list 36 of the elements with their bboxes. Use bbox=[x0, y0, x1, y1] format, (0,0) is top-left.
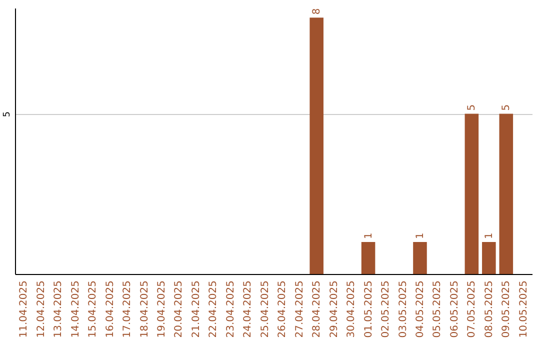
data-label: 8 bbox=[312, 8, 323, 15]
x-tick-label: 16.04.2025 bbox=[104, 280, 116, 338]
x-tick-label: 29.04.2025 bbox=[328, 280, 340, 338]
x-tick-label: 19.04.2025 bbox=[156, 280, 168, 338]
x-tick-label: 27.04.2025 bbox=[294, 280, 306, 338]
x-tick-label: 03.05.2025 bbox=[398, 280, 409, 338]
x-tick-label: 07.05.2025 bbox=[466, 280, 478, 338]
x-tick-label: 02.05.2025 bbox=[380, 280, 392, 338]
x-tick-label: 14.04.2025 bbox=[70, 280, 82, 338]
x-tick-label: 18.04.2025 bbox=[139, 280, 150, 338]
x-tick-label: 12.04.2025 bbox=[36, 280, 47, 338]
data-label: 1 bbox=[484, 232, 495, 239]
x-tick-label: 30.04.2025 bbox=[346, 280, 358, 338]
data-label: 5 bbox=[501, 104, 512, 111]
x-tick-label: 05.05.2025 bbox=[432, 280, 444, 338]
x-tick-label: 06.05.2025 bbox=[449, 280, 460, 338]
x-tick-label: 23.04.2025 bbox=[225, 280, 236, 338]
data-label: 1 bbox=[363, 232, 374, 239]
x-tick-label: 09.05.2025 bbox=[501, 280, 512, 338]
x-tick-label: 11.04.2025 bbox=[18, 280, 30, 338]
x-tick-label: 25.04.2025 bbox=[260, 280, 271, 338]
x-tick-label: 04.05.2025 bbox=[414, 280, 426, 338]
x-tick-label: 08.05.2025 bbox=[484, 280, 495, 338]
x-tick-label: 24.04.2025 bbox=[242, 280, 254, 338]
x-tick-label: 15.04.2025 bbox=[88, 280, 99, 338]
x-tick-label: 10.05.2025 bbox=[518, 280, 530, 338]
x-tick-label: 01.05.2025 bbox=[363, 280, 374, 338]
data-label: 1 bbox=[414, 232, 426, 239]
x-tick-label: 17.04.2025 bbox=[122, 280, 134, 338]
x-tick-label: 28.04.2025 bbox=[312, 280, 323, 338]
data-label: 5 bbox=[466, 104, 478, 111]
x-tick-label: 20.04.2025 bbox=[174, 280, 185, 338]
x-tick-label: 13.04.2025 bbox=[53, 280, 64, 338]
x-tick-label: 22.04.2025 bbox=[208, 280, 220, 338]
x-tick-label: 26.04.2025 bbox=[277, 280, 288, 338]
x-tick-label: 21.04.2025 bbox=[190, 280, 202, 338]
